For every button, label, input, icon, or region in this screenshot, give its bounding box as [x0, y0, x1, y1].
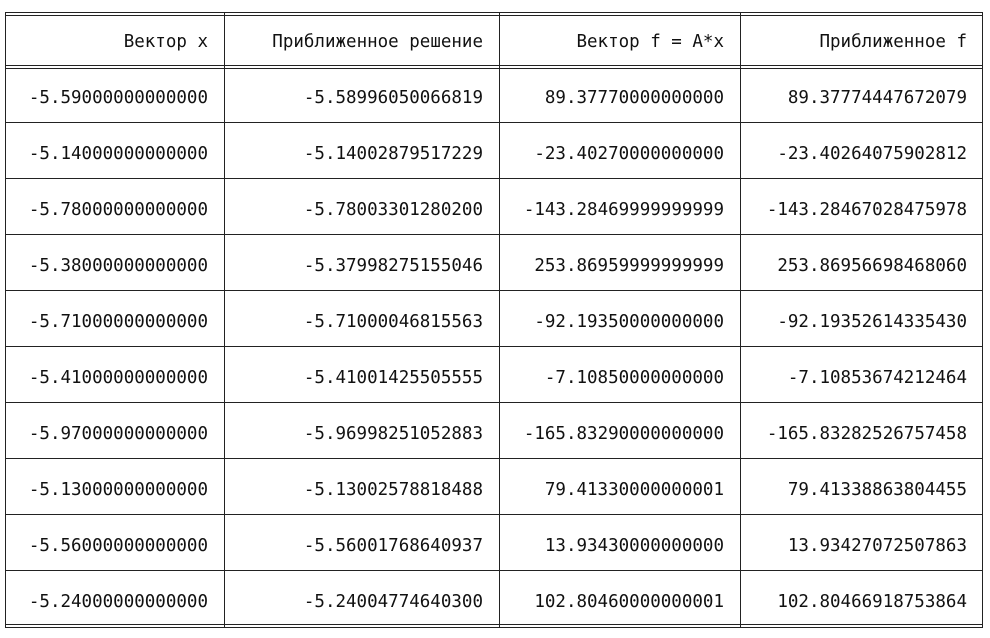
- cell-vector-x: -5.38000000000000: [28, 256, 208, 276]
- cell-vector-f: -7.10850000000000: [544, 368, 724, 388]
- cell-approx-f: 102.80466918753864: [777, 592, 967, 612]
- header-separator: [5, 65, 983, 69]
- cell-approx-f: -23.40264075902812: [777, 144, 967, 164]
- row-separator: [5, 570, 983, 571]
- table-row: -5.41000000000000 -5.41001425505555 -7.108…: [5, 350, 983, 406]
- cell-approx-f: -165.83282526757458: [766, 424, 967, 444]
- row-separator: [5, 346, 983, 347]
- cell-approx-f: -143.28467028475978: [766, 200, 967, 220]
- cell-approx-solution: -5.24004774640300: [303, 592, 483, 612]
- cell-approx-f: 13.93427072507863: [787, 536, 967, 556]
- table-row: -5.97000000000000 -5.96998251052883 -165.8…: [5, 406, 983, 462]
- row-separator: [5, 402, 983, 403]
- table-row: -5.71000000000000 -5.71000046815563 -92.19…: [5, 294, 983, 350]
- cell-vector-x: -5.78000000000000: [28, 200, 208, 220]
- cell-approx-solution: -5.41001425505555: [303, 368, 483, 388]
- column-divider: [5, 12, 6, 628]
- table-row: -5.14000000000000 -5.14002879517229 -23.40…: [5, 126, 983, 182]
- table-row: -5.78000000000000 -5.78003301280200 -143.2…: [5, 182, 983, 238]
- cell-approx-solution: -5.71000046815563: [303, 312, 483, 332]
- table-row: -5.59000000000000 -5.58996050066819 89.377…: [5, 70, 983, 126]
- cell-vector-x: -5.59000000000000: [28, 88, 208, 108]
- table-row: -5.56000000000000 -5.56001768640937 13.934…: [5, 518, 983, 574]
- cell-approx-f: 79.41338863804455: [787, 480, 967, 500]
- cell-approx-f: -92.19352614335430: [777, 312, 967, 332]
- cell-vector-f: -23.40270000000000: [534, 144, 724, 164]
- row-separator: [5, 178, 983, 179]
- column-divider: [499, 12, 500, 628]
- cell-vector-f: 102.80460000000001: [534, 592, 724, 612]
- table-row: -5.24000000000000 -5.24004774640300 102.80…: [5, 574, 983, 630]
- row-separator: [5, 234, 983, 235]
- column-divider: [740, 12, 741, 628]
- header-approx-solution: Приближенное решение: [272, 32, 483, 52]
- table-bottom-border: [5, 624, 983, 628]
- cell-approx-solution: -5.58996050066819: [303, 88, 483, 108]
- row-separator: [5, 122, 983, 123]
- cell-vector-x: -5.97000000000000: [28, 424, 208, 444]
- header-vector-f: Вектор f = A*x: [576, 32, 724, 52]
- cell-vector-f: 89.37770000000000: [544, 88, 724, 108]
- cell-vector-f: -143.28469999999999: [523, 200, 724, 220]
- cell-vector-f: -165.83290000000000: [523, 424, 724, 444]
- cell-vector-f: 253.86959999999999: [534, 256, 724, 276]
- cell-approx-f: 253.86956698468060: [777, 256, 967, 276]
- cell-approx-f: -7.10853674212464: [787, 368, 967, 388]
- row-separator: [5, 290, 983, 291]
- cell-vector-x: -5.71000000000000: [28, 312, 208, 332]
- cell-approx-solution: -5.56001768640937: [303, 536, 483, 556]
- header-vector-x: Вектор x: [123, 32, 208, 52]
- cell-vector-x: -5.41000000000000: [28, 368, 208, 388]
- table-top-border: [5, 12, 983, 16]
- table-frame: Вектор x Приближенное решение Вектор f =…: [5, 12, 983, 628]
- cell-vector-f: 13.93430000000000: [544, 536, 724, 556]
- cell-vector-x: -5.24000000000000: [28, 592, 208, 612]
- cell-vector-f: -92.19350000000000: [534, 312, 724, 332]
- row-separator: [5, 514, 983, 515]
- table-header-row: Вектор x Приближенное решение Вектор f =…: [5, 14, 983, 70]
- cell-vector-f: 79.41330000000001: [544, 480, 724, 500]
- cell-vector-x: -5.14000000000000: [28, 144, 208, 164]
- cell-approx-solution: -5.13002578818488: [303, 480, 483, 500]
- cell-vector-x: -5.13000000000000: [28, 480, 208, 500]
- table-row: -5.13000000000000 -5.13002578818488 79.413…: [5, 462, 983, 518]
- cell-approx-solution: -5.14002879517229: [303, 144, 483, 164]
- cell-approx-solution: -5.37998275155046: [303, 256, 483, 276]
- cell-approx-solution: -5.96998251052883: [303, 424, 483, 444]
- header-approx-f: Приближенное f: [819, 32, 967, 52]
- cell-approx-f: 89.37774447672079: [787, 88, 967, 108]
- cell-approx-solution: -5.78003301280200: [303, 200, 483, 220]
- table-row: -5.38000000000000 -5.37998275155046 253.86…: [5, 238, 983, 294]
- column-divider: [982, 12, 983, 628]
- cell-vector-x: -5.56000000000000: [28, 536, 208, 556]
- row-separator: [5, 458, 983, 459]
- column-divider: [224, 12, 225, 628]
